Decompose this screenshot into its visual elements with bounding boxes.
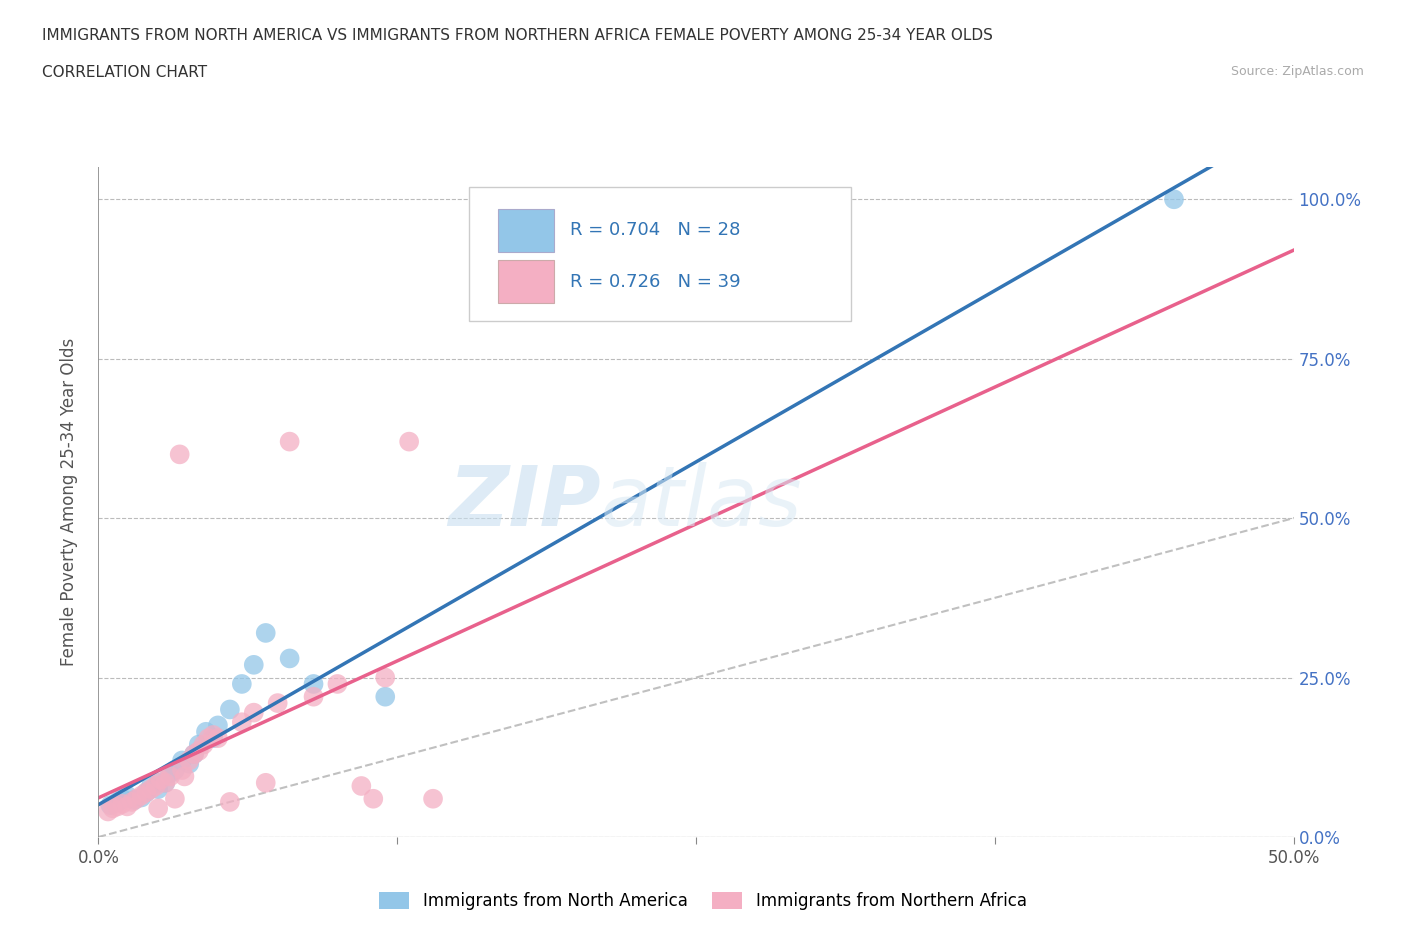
- Text: R = 0.704   N = 28: R = 0.704 N = 28: [571, 221, 741, 239]
- Point: [207, 718, 229, 733]
- Point: [115, 799, 138, 814]
- Point: [374, 671, 396, 685]
- Point: [267, 696, 290, 711]
- Point: [121, 794, 143, 809]
- Text: Source: ZipAtlas.com: Source: ZipAtlas.com: [1230, 65, 1364, 78]
- Point: [179, 756, 201, 771]
- FancyBboxPatch shape: [498, 209, 554, 252]
- Point: [350, 778, 373, 793]
- Text: CORRELATION CHART: CORRELATION CHART: [42, 65, 207, 80]
- Point: [131, 790, 153, 804]
- Point: [231, 676, 253, 691]
- Point: [131, 788, 153, 803]
- Point: [374, 689, 396, 704]
- Point: [155, 776, 177, 790]
- Point: [135, 785, 157, 800]
- Point: [148, 782, 170, 797]
- Point: [202, 727, 225, 742]
- Point: [187, 743, 209, 758]
- Point: [111, 791, 134, 806]
- Point: [172, 763, 194, 777]
- Point: [111, 796, 134, 811]
- Point: [187, 737, 209, 752]
- Text: IMMIGRANTS FROM NORTH AMERICA VS IMMIGRANTS FROM NORTHERN AFRICA FEMALE POVERTY : IMMIGRANTS FROM NORTH AMERICA VS IMMIGRA…: [42, 28, 993, 43]
- Point: [124, 792, 146, 807]
- Point: [254, 776, 277, 790]
- Point: [302, 676, 325, 691]
- Point: [422, 791, 444, 806]
- Point: [169, 447, 191, 462]
- Point: [219, 794, 242, 809]
- Point: [193, 737, 215, 752]
- Point: [149, 772, 172, 787]
- Text: R = 0.726   N = 39: R = 0.726 N = 39: [571, 272, 741, 291]
- Point: [278, 434, 301, 449]
- Point: [101, 801, 124, 816]
- Text: ZIP: ZIP: [447, 461, 600, 543]
- Point: [163, 763, 186, 777]
- Point: [155, 776, 177, 790]
- Point: [219, 702, 242, 717]
- FancyBboxPatch shape: [498, 260, 554, 303]
- Point: [139, 778, 162, 793]
- Point: [97, 804, 120, 819]
- Point: [231, 715, 253, 730]
- Text: atlas: atlas: [600, 461, 801, 543]
- Point: [183, 747, 205, 762]
- Point: [148, 776, 170, 790]
- FancyBboxPatch shape: [470, 188, 852, 322]
- Point: [145, 778, 167, 793]
- Point: [163, 791, 186, 806]
- Point: [363, 791, 385, 806]
- Point: [173, 769, 195, 784]
- Point: [398, 434, 420, 449]
- Point: [148, 801, 170, 816]
- Point: [194, 724, 218, 739]
- Point: [197, 731, 219, 746]
- Y-axis label: Female Poverty Among 25-34 Year Olds: Female Poverty Among 25-34 Year Olds: [59, 339, 77, 666]
- Point: [107, 799, 129, 814]
- Point: [159, 765, 181, 780]
- Point: [172, 753, 194, 768]
- Point: [98, 798, 122, 813]
- Point: [278, 651, 301, 666]
- Point: [207, 731, 229, 746]
- Point: [179, 753, 201, 768]
- Point: [135, 785, 157, 800]
- Point: [183, 747, 205, 762]
- Legend: Immigrants from North America, Immigrants from Northern Africa: Immigrants from North America, Immigrant…: [373, 885, 1033, 917]
- Point: [1163, 192, 1185, 206]
- Point: [202, 731, 225, 746]
- Point: [115, 788, 138, 803]
- Point: [302, 689, 325, 704]
- Point: [125, 791, 148, 806]
- Point: [243, 658, 266, 672]
- Point: [326, 676, 349, 691]
- Point: [139, 782, 162, 797]
- Point: [107, 794, 129, 809]
- Point: [243, 705, 266, 720]
- Point: [159, 769, 181, 784]
- Point: [254, 626, 277, 641]
